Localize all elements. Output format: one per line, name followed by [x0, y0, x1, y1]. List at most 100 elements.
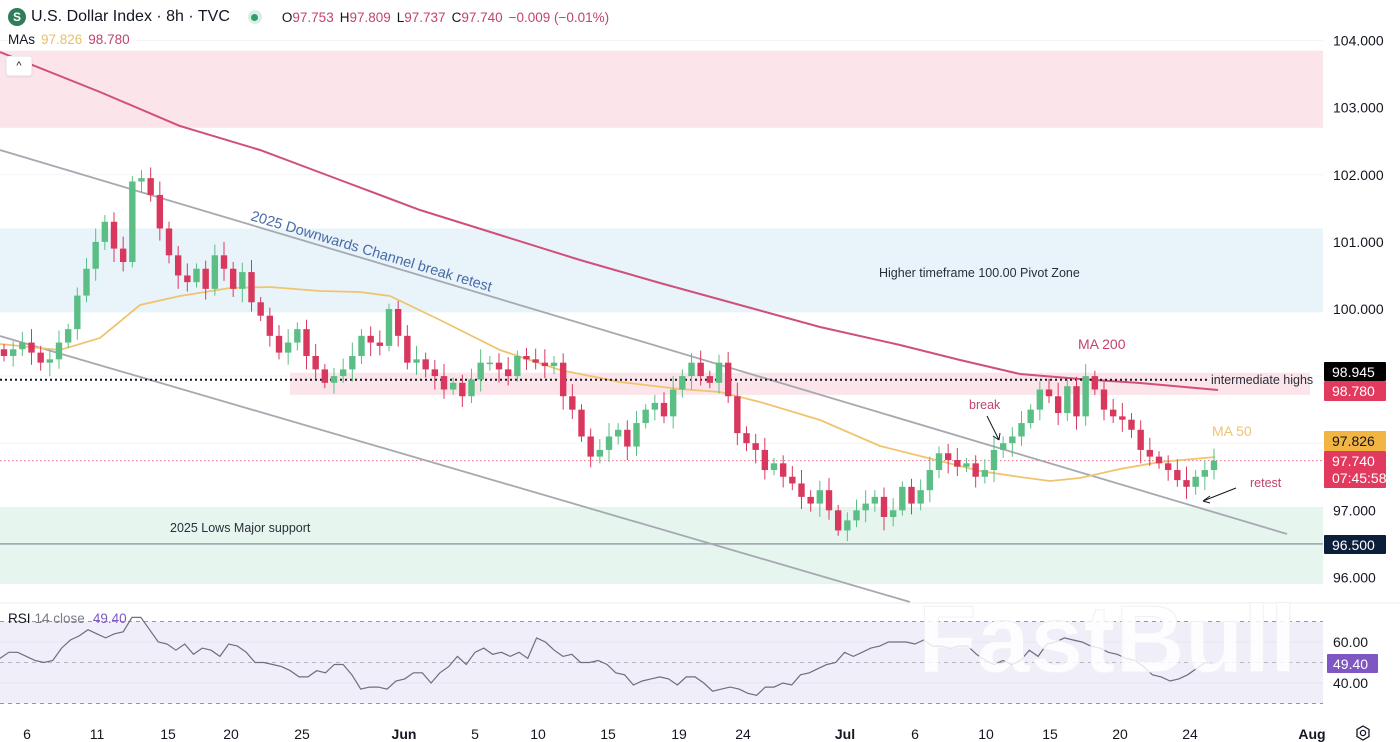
candle[interactable] — [1128, 419, 1135, 430]
candle[interactable] — [706, 376, 714, 383]
candle[interactable] — [358, 335, 365, 356]
candle[interactable] — [1009, 436, 1016, 444]
candle[interactable] — [1201, 470, 1209, 477]
candle[interactable] — [449, 382, 457, 390]
candle[interactable] — [642, 409, 649, 424]
candle[interactable] — [339, 369, 347, 377]
collapse-legend-button[interactable]: ^ — [6, 56, 32, 76]
candle[interactable] — [294, 329, 301, 343]
candle[interactable] — [779, 463, 787, 477]
candle[interactable] — [1119, 416, 1126, 420]
candle[interactable] — [92, 241, 99, 269]
candle[interactable] — [394, 309, 402, 336]
candle[interactable] — [853, 510, 860, 521]
candle[interactable] — [101, 221, 109, 242]
candle[interactable] — [110, 221, 118, 249]
candle[interactable] — [1146, 449, 1154, 457]
candle[interactable] — [862, 503, 869, 511]
candle[interactable] — [798, 483, 805, 497]
candle[interactable] — [1210, 460, 1218, 471]
candle[interactable] — [0, 349, 8, 356]
candle[interactable] — [202, 268, 209, 289]
intermediate-highs-label[interactable] — [1324, 362, 1386, 381]
candle[interactable] — [789, 476, 796, 484]
candle[interactable] — [587, 436, 594, 457]
candle[interactable] — [349, 355, 356, 370]
candle[interactable] — [165, 228, 173, 256]
candle[interactable] — [1036, 389, 1044, 410]
candle[interactable] — [55, 342, 63, 360]
candle[interactable] — [816, 490, 824, 504]
candle[interactable] — [669, 389, 677, 417]
candle[interactable] — [1137, 429, 1144, 450]
candle[interactable] — [871, 496, 879, 504]
candle[interactable] — [834, 510, 842, 531]
candle[interactable] — [248, 272, 255, 303]
mas-legend[interactable]: MAs 97.826 98.780 — [8, 32, 136, 47]
candle[interactable] — [844, 520, 851, 531]
higher-timeframe-pivot-zone[interactable] — [0, 228, 1323, 313]
candle[interactable] — [504, 369, 512, 377]
candle[interactable] — [440, 376, 448, 390]
candle[interactable] — [275, 335, 283, 353]
upper-resistance-zone[interactable] — [0, 50, 1323, 128]
candle[interactable] — [257, 302, 264, 316]
candle[interactable] — [37, 352, 44, 363]
settings-gear-icon[interactable] — [1354, 724, 1372, 742]
candle[interactable] — [1174, 470, 1181, 481]
candle[interactable] — [688, 362, 695, 377]
candle[interactable] — [138, 178, 145, 182]
candle[interactable] — [422, 359, 429, 370]
candle[interactable] — [376, 342, 384, 346]
candle[interactable] — [734, 396, 741, 434]
candle[interactable] — [486, 362, 494, 365]
candle[interactable] — [239, 272, 246, 289]
candle[interactable] — [990, 449, 998, 471]
last-price-label[interactable] — [1324, 451, 1386, 488]
candle[interactable] — [1064, 386, 1071, 414]
candle[interactable] — [578, 409, 585, 437]
candle[interactable] — [46, 359, 54, 363]
candle[interactable] — [972, 463, 979, 477]
candle[interactable] — [917, 490, 924, 504]
candle[interactable] — [550, 362, 558, 367]
candle[interactable] — [761, 449, 769, 471]
candle[interactable] — [303, 329, 310, 356]
candle[interactable] — [1183, 480, 1190, 487]
candle[interactable] — [193, 268, 200, 283]
candle[interactable] — [431, 369, 439, 377]
candle[interactable] — [28, 342, 35, 353]
support-line-label[interactable] — [1324, 535, 1386, 554]
candle[interactable] — [367, 335, 374, 343]
candle[interactable] — [119, 248, 127, 263]
candle[interactable] — [1109, 409, 1117, 417]
candle[interactable] — [523, 355, 530, 360]
candle[interactable] — [1192, 476, 1199, 487]
candle[interactable] — [129, 181, 136, 263]
candle[interactable] — [83, 268, 90, 296]
candle[interactable] — [211, 255, 219, 289]
symbol-title[interactable]: U.S. Dollar Index · 8h · TVC — [31, 8, 230, 25]
candle[interactable] — [477, 362, 484, 380]
candle[interactable] — [64, 329, 72, 343]
candle[interactable] — [1045, 389, 1053, 397]
rsi-line[interactable] — [0, 616, 1215, 696]
candle[interactable] — [724, 362, 732, 397]
candle[interactable] — [495, 362, 503, 370]
candle[interactable] — [156, 194, 164, 229]
candle[interactable] — [807, 496, 814, 504]
candle[interactable] — [19, 342, 26, 350]
candle[interactable] — [633, 423, 640, 447]
candle[interactable] — [770, 463, 778, 471]
channel-upper-line[interactable] — [0, 149, 1288, 535]
candle[interactable] — [569, 396, 576, 410]
candle[interactable] — [1155, 456, 1163, 464]
candle[interactable] — [266, 315, 274, 336]
candle[interactable] — [514, 355, 521, 377]
ma50-value-label[interactable] — [1324, 431, 1386, 451]
candle[interactable] — [184, 275, 191, 283]
candle[interactable] — [899, 486, 906, 511]
candle[interactable] — [596, 449, 604, 457]
ma200-line[interactable] — [0, 51, 1219, 391]
candle[interactable] — [605, 436, 613, 450]
